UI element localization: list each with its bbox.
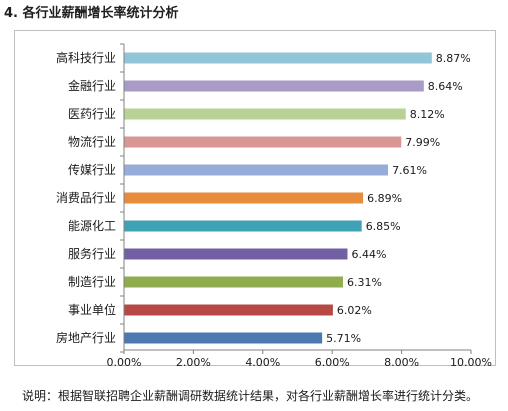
x-tick-label: 6.00% — [315, 356, 350, 369]
category-label: 事业单位 — [68, 302, 116, 317]
value-label: 6.89% — [367, 192, 402, 205]
section-heading: 4. 各行业薪酬增长率统计分析 — [4, 6, 179, 21]
value-label: 5.71% — [326, 332, 361, 345]
axes-group — [120, 43, 472, 354]
value-label: 6.85% — [366, 220, 401, 233]
bar-8 — [124, 276, 343, 288]
x-tick-label: 2.00% — [176, 356, 211, 369]
value-label: 6.44% — [351, 248, 386, 261]
value-label: 7.61% — [392, 164, 427, 177]
category-label: 传媒行业 — [68, 162, 116, 177]
category-label: 金融行业 — [68, 78, 116, 93]
value-label: 7.99% — [405, 136, 440, 149]
category-label: 能源化工 — [68, 219, 116, 233]
value-label: 6.02% — [337, 304, 372, 317]
x-tick-label: 4.00% — [245, 356, 280, 369]
bar-10 — [124, 332, 323, 344]
category-label: 服务行业 — [68, 246, 116, 261]
category-label: 制造行业 — [68, 275, 116, 289]
category-label: 医药行业 — [68, 107, 116, 121]
bar-2 — [124, 108, 406, 120]
bar-7 — [124, 248, 348, 260]
value-label: 6.31% — [347, 276, 382, 289]
value-label: 8.87% — [436, 52, 471, 65]
bar-4 — [124, 164, 389, 176]
bar-1 — [124, 80, 424, 92]
chart-note: 说明：根据智联招聘企业薪酬调研数据统计结果，对各行业薪酬增长率进行统计分类。 — [22, 389, 479, 403]
bar-6 — [124, 220, 362, 232]
labels-group: 高科技行业 8.87% 金融行业 8.64% 医药行业 8.12% 物流行业 7.99% 传媒行… — [56, 50, 492, 369]
bar-3 — [124, 136, 402, 148]
x-tick-label: 0.00% — [107, 356, 142, 369]
bar-0 — [124, 52, 432, 64]
bar-9 — [124, 304, 333, 316]
category-label: 消费品行业 — [56, 191, 116, 205]
x-tick-label: 8.00% — [384, 356, 419, 369]
category-label: 房地产行业 — [56, 330, 116, 345]
value-label: 8.64% — [428, 80, 463, 93]
bar-5 — [124, 192, 364, 204]
value-label: 8.12% — [410, 108, 445, 121]
bars-group — [124, 52, 432, 344]
category-label: 高科技行业 — [56, 50, 116, 65]
x-tick-label: 10.00% — [450, 356, 492, 369]
category-label: 物流行业 — [68, 135, 116, 149]
